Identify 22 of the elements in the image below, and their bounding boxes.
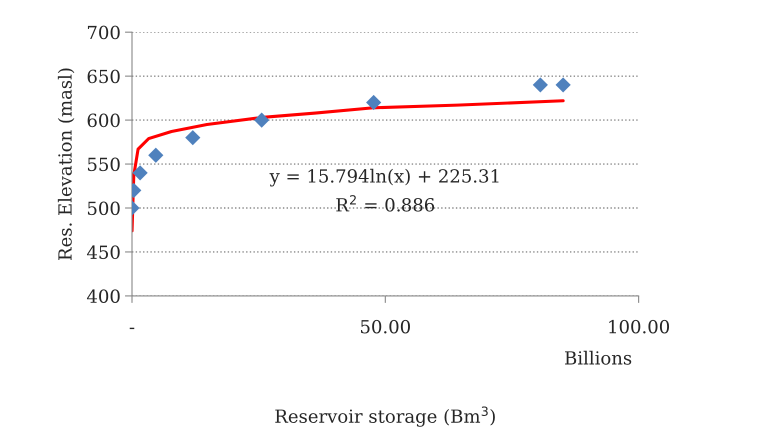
point: [148, 148, 164, 163]
y-tick-label: 600: [88, 114, 120, 128]
y-tick-label: 500: [88, 201, 120, 216]
point: [556, 77, 571, 93]
y-tick-label: 700: [88, 26, 120, 40]
point: [254, 112, 270, 128]
annotation: y = 15.794ln(x) + 225.31: [270, 168, 498, 187]
y-tick-label: 450: [86, 245, 120, 260]
x-tick-label: 50.00: [361, 320, 410, 334]
text: Billions: [565, 350, 632, 365]
x-axis-title: Reservoir storage (Bm$^{3}$): [275, 406, 495, 427]
y-tick-label: 550: [88, 158, 120, 172]
annotation: R$^{2}$ = 0.886: [336, 195, 434, 212]
y-tick-label: 400: [86, 289, 120, 304]
point: [532, 77, 548, 93]
y-axis-title: Res. Elevation (masl): [58, 68, 74, 260]
y-tick-label: 650: [88, 70, 120, 84]
x-tick-label: 100.00: [609, 320, 670, 334]
point: [132, 165, 148, 180]
x-tick-label: -: [130, 328, 134, 330]
point: [185, 130, 200, 146]
point: [366, 94, 382, 110]
